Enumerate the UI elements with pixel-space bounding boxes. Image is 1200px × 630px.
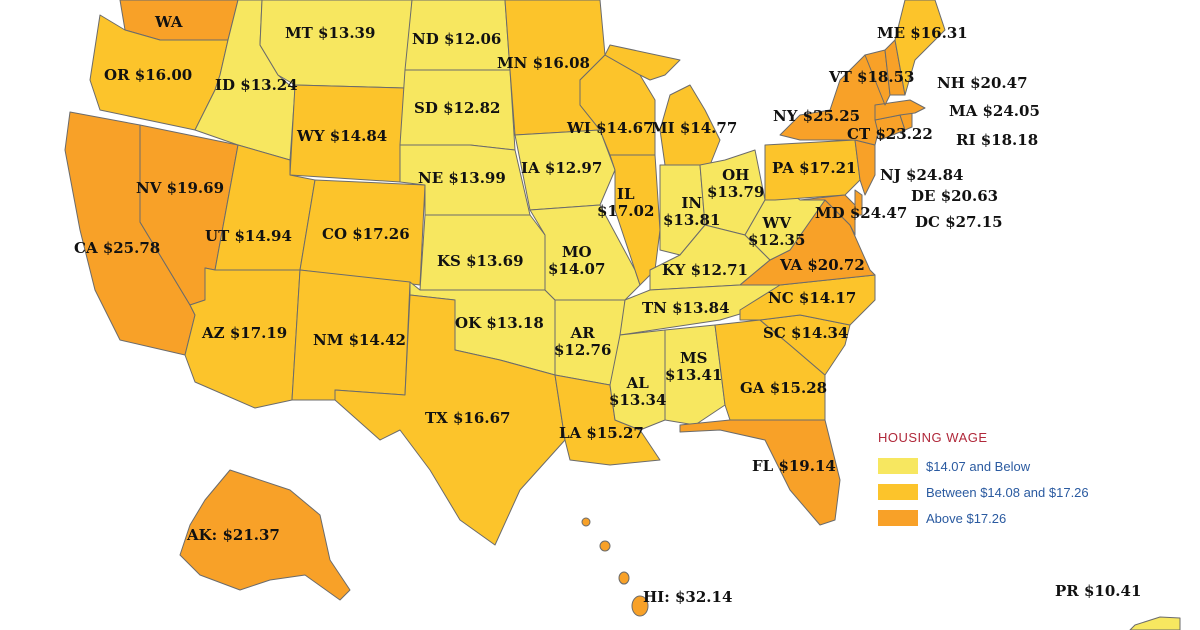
label-AZ: AZ $17.19 — [202, 324, 288, 342]
state-NJ[interactable] — [854, 139, 876, 196]
label-PA: PA $17.21 — [772, 159, 857, 177]
label-OR: OR $16.00 — [104, 66, 193, 84]
label-VT: VT $18.53 — [829, 68, 915, 86]
label-LA: LA $15.27 — [559, 424, 644, 442]
hi-island-1[interactable] — [581, 517, 591, 527]
label-TX: TX $16.67 — [425, 409, 511, 427]
label-AK: AK: $21.37 — [187, 526, 280, 544]
legend-swatch-mid — [878, 484, 918, 500]
label-VA: VA $20.72 — [780, 256, 865, 274]
label-OK: OK $13.18 — [455, 314, 544, 332]
state-TX[interactable] — [334, 294, 566, 546]
label-ID: ID $13.24 — [215, 76, 298, 94]
label-UT: UT $14.94 — [205, 227, 292, 245]
label-CA: CA $25.78 — [74, 239, 161, 257]
legend-label-low: $14.07 and Below — [926, 458, 1031, 474]
legend-item-low: $14.07 and Below — [878, 457, 1089, 475]
label-WI: WI $14.67 — [567, 119, 654, 137]
label-MI: MI $14.77 — [651, 119, 738, 137]
label-MN: MN $16.08 — [497, 54, 590, 72]
label-HI: HI: $32.14 — [643, 588, 733, 606]
label-AR: AR $12.76 — [554, 324, 612, 359]
state-MI[interactable] — [604, 44, 681, 81]
label-KY: KY $12.71 — [662, 261, 748, 279]
hi-island-4[interactable] — [631, 595, 649, 617]
label-NM: NM $14.42 — [313, 331, 406, 349]
label-CO: CO $17.26 — [322, 225, 410, 243]
label-MS: MS $13.41 — [665, 349, 723, 384]
label-NC: NC $14.17 — [768, 289, 857, 307]
label-AL: AL $13.34 — [609, 374, 667, 409]
label-ND: ND $12.06 — [412, 30, 502, 48]
label-NH: NH $20.47 — [937, 74, 1028, 92]
label-OH: OH $13.79 — [707, 166, 765, 201]
label-NV: NV $19.69 — [136, 179, 225, 197]
legend-item-mid: Between $14.08 and $17.26 — [878, 483, 1089, 501]
legend-swatch-high — [878, 510, 918, 526]
label-WA: WA — [155, 13, 183, 31]
label-IN: IN $13.81 — [663, 194, 721, 229]
hi-island-2[interactable] — [599, 540, 611, 552]
label-MD: MD $24.47 — [815, 204, 908, 222]
legend: HOUSING WAGE $14.07 and Below Between $1… — [878, 430, 1089, 535]
label-KS: KS $13.69 — [437, 252, 524, 270]
legend-swatch-low — [878, 458, 918, 474]
label-MT: MT $13.39 — [285, 24, 376, 42]
label-WY: WY $14.84 — [297, 127, 388, 145]
label-FL: FL $19.14 — [752, 457, 836, 475]
label-ME: ME $16.31 — [877, 24, 968, 42]
label-GA: GA $15.28 — [740, 379, 828, 397]
label-IL: IL $17.02 — [597, 185, 655, 220]
state-MD[interactable] — [799, 194, 856, 236]
state-IA[interactable] — [514, 129, 616, 211]
state-AK[interactable] — [179, 469, 351, 601]
label-NE: NE $13.99 — [418, 169, 506, 187]
label-MO: MO $14.07 — [548, 243, 606, 278]
state-ME[interactable] — [894, 0, 946, 96]
label-WV: WV $12.35 — [748, 214, 806, 249]
legend-title: HOUSING WAGE — [878, 430, 988, 445]
label-TN: TN $13.84 — [642, 299, 730, 317]
state-IL[interactable] — [609, 154, 661, 286]
label-NJ: NJ $24.84 — [880, 166, 964, 184]
label-RI: RI $18.18 — [956, 131, 1039, 149]
legend-label-mid: Between $14.08 and $17.26 — [926, 484, 1089, 500]
legend-item-high: Above $17.26 — [878, 509, 1089, 527]
hi-island-3[interactable] — [618, 571, 630, 585]
state-AL[interactable] — [664, 324, 726, 426]
state-MI-lower[interactable] — [659, 84, 721, 166]
legend-label-high: Above $17.26 — [926, 510, 1007, 526]
state-MT[interactable] — [259, 0, 413, 89]
label-SC: SC $14.34 — [763, 324, 849, 342]
label-DE: DE $20.63 — [911, 187, 999, 205]
label-IA: IA $12.97 — [521, 159, 603, 177]
state-MA[interactable] — [874, 99, 926, 121]
state-FL[interactable] — [679, 419, 841, 526]
state-DE[interactable] — [854, 189, 863, 216]
label-SD: SD $12.82 — [414, 99, 501, 117]
state-PR[interactable] — [1129, 616, 1181, 630]
label-CT: CT $23.22 — [847, 125, 933, 143]
label-MA: MA $24.05 — [949, 102, 1040, 120]
label-NY: NY $25.25 — [773, 107, 861, 125]
label-DC: DC $27.15 — [915, 213, 1003, 231]
label-PR: PR $10.41 — [1055, 582, 1142, 600]
